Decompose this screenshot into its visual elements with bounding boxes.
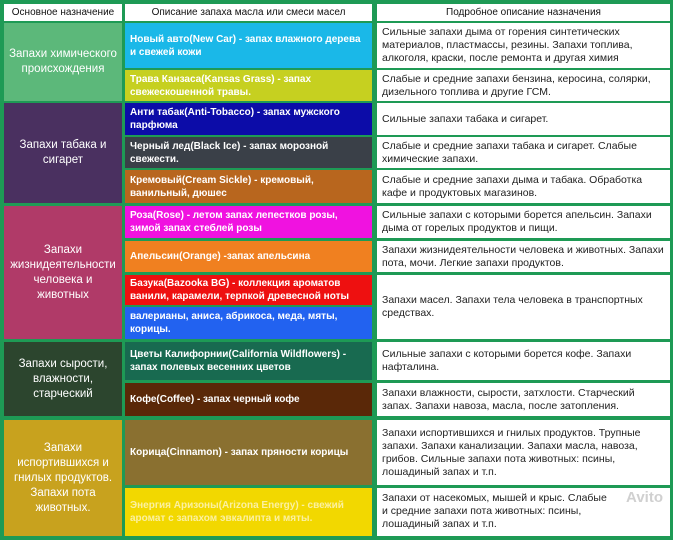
avito-watermark: Avito xyxy=(626,489,663,506)
description-row: Сильные запахи табака и сигарет. xyxy=(377,103,670,135)
oil-cinnamon: Корица(Cinnamon) - запах пряности корицы xyxy=(125,420,372,485)
oil-black-ice: Черный лед(Black Ice) - запах морозной с… xyxy=(125,137,372,168)
description-row: Слабые и средние запахи табака и сигарет… xyxy=(377,137,670,168)
description-row: Запахи жизнидеятельности человека и живо… xyxy=(377,241,670,272)
description-row: Сильные запахи дыма от горения синтетиче… xyxy=(377,23,670,68)
description-row: Запахи от насекомых, мышей и крыс. Слабы… xyxy=(377,488,670,536)
category-chemical: Запахи химического происхождения xyxy=(4,23,122,101)
description-row: Слабые и средние запахи бензина, керосин… xyxy=(377,70,670,101)
oil-coffee: Кофе(Coffee) - запах черный кофе xyxy=(125,383,372,416)
header-detailed-description: Подробное описание назначения xyxy=(377,4,670,21)
description-row: Сильные запахи с которыми борется кофе. … xyxy=(377,342,670,380)
description-row: Сильные запахи с которыми борется апельс… xyxy=(377,206,670,238)
oil-orange: Апельсин(Orange) -запах апельсина xyxy=(125,241,372,272)
oil-bazooka-continued: валерианы, аниса, абрикоса, меда, мяты, … xyxy=(125,307,372,339)
description-row: Слабые и средние запахи дыма и табака. О… xyxy=(377,170,670,203)
header-oil-description: Описание запаха масла или смеси масел xyxy=(125,4,372,21)
oil-new-car: Новый авто(New Car) - запах влажного дер… xyxy=(125,23,372,68)
category-spoiled: Запахи испортившихся и гнилых продуктов.… xyxy=(4,420,122,536)
category-tobacco: Запахи табака и сигарет xyxy=(4,103,122,203)
description-row: Запахи испортившихся и гнилых продуктов.… xyxy=(377,420,670,485)
description-row: Запахи влажности, сырости, затхлости. Ст… xyxy=(377,383,670,416)
oil-anti-tobacco: Анти табак(Anti-Tobacco) - запах мужског… xyxy=(125,103,372,135)
oil-bazooka: Базука(Bazooka BG) - коллекция ароматов … xyxy=(125,275,372,305)
oil-rose: Роза(Rose) - летом запах лепестков розы,… xyxy=(125,206,372,238)
oil-california-wildflowers: Цветы Калифорнии(California Wildflowers)… xyxy=(125,342,372,380)
category-dampness: Запахи сырости, влажности, старческий xyxy=(4,342,122,416)
oil-cream-sickle: Кремовый(Cream Sickle) - кремовый, ванил… xyxy=(125,170,372,203)
description-row: Запахи масел. Запахи тела человека в тра… xyxy=(377,275,670,339)
category-human-animal: Запахи жизнидеятельности человека и живо… xyxy=(4,206,122,339)
header-main-purpose: Основное назначение xyxy=(4,4,122,21)
oil-kansas-grass: Трава Канзаса(Kansas Grass) - запах свеж… xyxy=(125,70,372,101)
oil-arizona-energy: Энергия Аризоны(Arizona Energy) - свежий… xyxy=(125,488,372,536)
